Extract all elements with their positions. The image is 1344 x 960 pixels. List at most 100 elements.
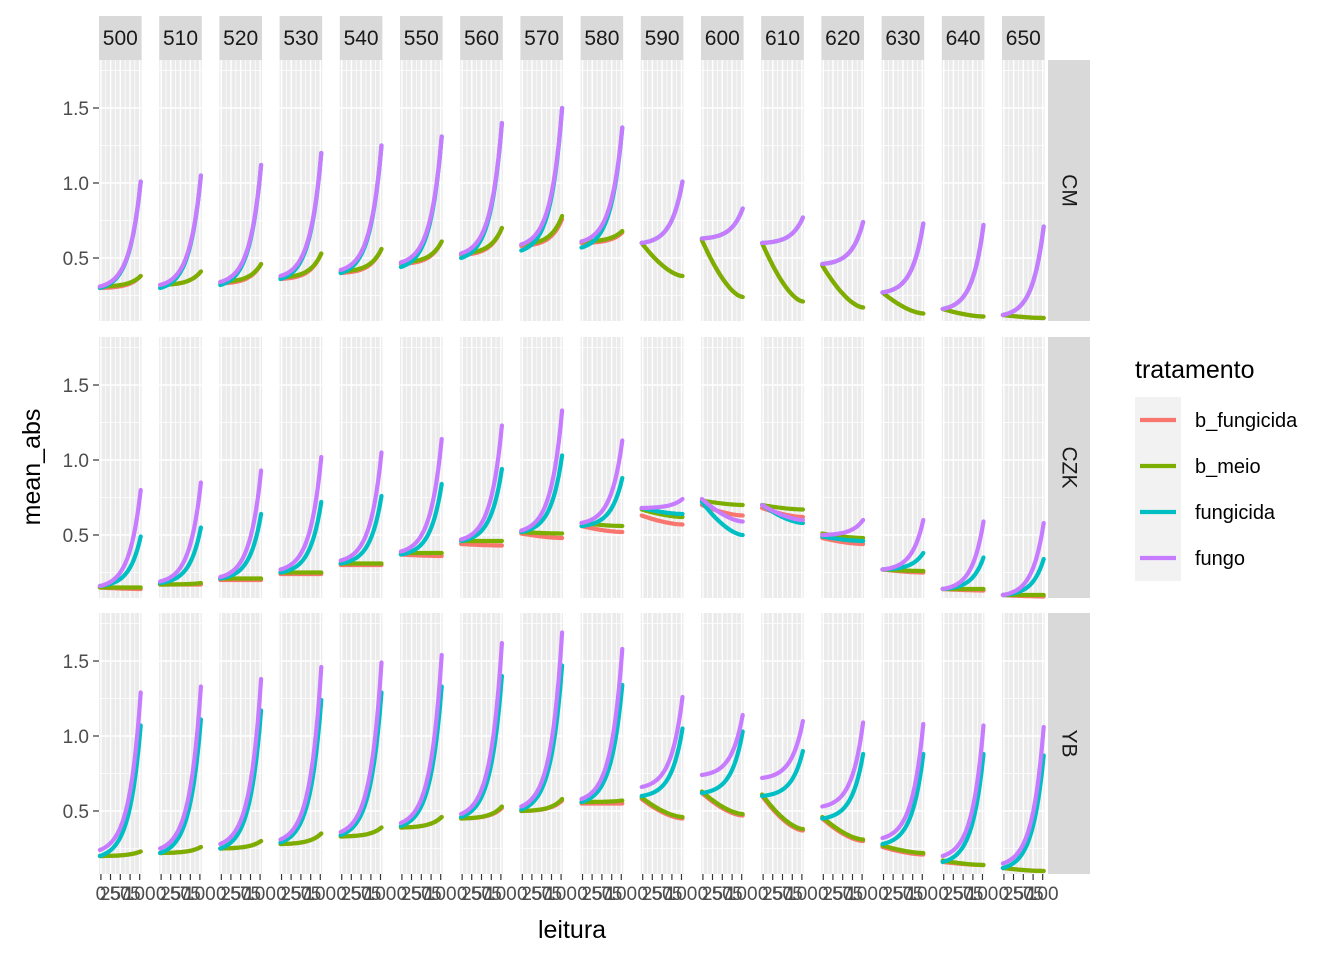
row-strip-label: CM <box>1058 174 1081 207</box>
col-strip-600: 600 <box>701 16 744 60</box>
row-strip-YB: YB <box>1048 613 1090 874</box>
x-tick-label: 100 <box>726 884 758 905</box>
series-line-b_fungicida <box>459 541 504 548</box>
col-strip-bg <box>1002 16 1045 60</box>
row-strip-label: YB <box>1058 729 1081 757</box>
series-line-b_meio <box>158 580 203 587</box>
series-line-fungicida <box>158 717 203 856</box>
series-line-b_meio <box>639 240 685 279</box>
series-line-fungo <box>398 134 444 265</box>
series-line-fungicida <box>699 729 745 796</box>
series-line-fungicida <box>158 525 203 586</box>
x-tick-label: 50 <box>351 884 372 905</box>
legend-item-fungicida: fungicida <box>1135 489 1276 535</box>
panel-YB-650 <box>1000 613 1046 874</box>
series-line-fungicida <box>338 690 384 838</box>
col-strip-590: 590 <box>640 16 684 60</box>
series-line-b_meio <box>820 263 866 310</box>
series-line-fungicida <box>639 726 685 799</box>
panel-CZK-500 <box>97 337 143 598</box>
series-line-fungo <box>940 519 986 592</box>
x-tick-label: 75 <box>481 884 502 905</box>
col-strip-650: 650 <box>1002 16 1045 60</box>
series-line-b_meio <box>759 792 806 832</box>
col-strip-bg <box>761 16 804 60</box>
row-strip-bg <box>1048 613 1090 874</box>
x-tick-label: 75 <box>902 884 923 905</box>
x-axis-title: leitura <box>538 916 606 944</box>
x-tick-label: 100 <box>1027 884 1059 905</box>
series-line-fungicida <box>759 748 806 799</box>
y-axis: 0.5 1.0 1.5 0.5 1.0 1.5 0.5 1.0 1.5 <box>63 99 99 823</box>
series-line-b_fungicida <box>519 531 565 541</box>
x-tick-label: 75 <box>722 884 743 905</box>
series-line-fungicida <box>579 475 625 529</box>
x-tick-label: 100 <box>365 884 397 905</box>
panel-CZK-550 <box>398 337 444 598</box>
panel-CM-550 <box>398 60 444 321</box>
col-strip-bg <box>881 16 925 60</box>
legend: tratamento b_fungicida b_meio fungicida fun… <box>1135 356 1298 581</box>
x-tick-label: 100 <box>906 884 938 905</box>
series-line-fungo <box>218 676 264 847</box>
y-tick-label: 1.0 <box>63 451 89 472</box>
col-strip-bg <box>219 16 262 60</box>
series-line-b_meio <box>278 831 324 847</box>
series-line-b_fungicida <box>579 523 625 535</box>
series-line-fungo <box>158 684 203 851</box>
x-tick-label: 75 <box>421 884 442 905</box>
x-tick-label: 100 <box>605 884 637 905</box>
panel-YB-520 <box>218 613 264 874</box>
x-tick-label: 50 <box>110 884 131 905</box>
panel-CZK-570 <box>519 337 565 598</box>
panel-CZK-630 <box>880 337 926 598</box>
x-tick-label: 25 <box>401 884 422 905</box>
panel-CM-560 <box>459 60 504 321</box>
col-strip-label: 580 <box>584 27 619 50</box>
series-line-fungicida <box>699 499 745 538</box>
x-tick-label: 0 <box>758 884 769 905</box>
x-tick-label: 50 <box>953 884 974 905</box>
panel-CM-530 <box>278 60 324 321</box>
series-line-fungo <box>278 664 324 842</box>
series-line-b_meio <box>519 796 565 814</box>
x-tick-label: 25 <box>521 884 542 905</box>
x-tick-label: 100 <box>786 884 818 905</box>
legend-label: fungo <box>1195 548 1245 570</box>
series-line-b_fungicida <box>639 513 685 527</box>
col-strip-bg <box>821 16 864 60</box>
series-line-fungo <box>880 221 926 295</box>
col-strip-label: 510 <box>163 27 198 50</box>
panel-YB-580 <box>579 613 625 874</box>
col-strip-610: 610 <box>761 16 804 60</box>
series-line-fungicida <box>459 673 504 820</box>
panel-CM-570 <box>519 60 565 321</box>
y-tick-label: 1.5 <box>63 652 89 673</box>
col-strip-label: 590 <box>645 27 680 50</box>
series-line-fungo <box>158 173 203 288</box>
x-tick-label: 0 <box>216 884 227 905</box>
panel-CZK-510 <box>158 337 203 598</box>
series-line-fungicida <box>579 682 625 805</box>
col-strip-bg <box>941 16 985 60</box>
series-line-fungo <box>519 408 565 533</box>
series-line-fungo <box>338 143 384 273</box>
series-line-fungo <box>940 723 986 859</box>
series-line-fungo <box>1000 724 1046 866</box>
x-tick-label: 0 <box>457 884 468 905</box>
series-line-fungo <box>97 690 143 853</box>
series-line-fungicida <box>398 684 444 829</box>
row-facet-strips: CM CZK YB <box>1048 60 1090 874</box>
series-line-fungo <box>278 454 324 572</box>
row-strip-CM: CM <box>1048 60 1090 321</box>
col-strip-bg <box>580 16 624 60</box>
x-tick-label: 100 <box>184 884 216 905</box>
series-line-fungo <box>579 438 625 526</box>
x-tick-label: 0 <box>96 884 107 905</box>
y-axis-title: mean_abs <box>18 409 46 526</box>
col-strip-bg <box>701 16 744 60</box>
col-strip-640: 640 <box>941 16 985 60</box>
x-tick-label: 100 <box>124 884 156 905</box>
